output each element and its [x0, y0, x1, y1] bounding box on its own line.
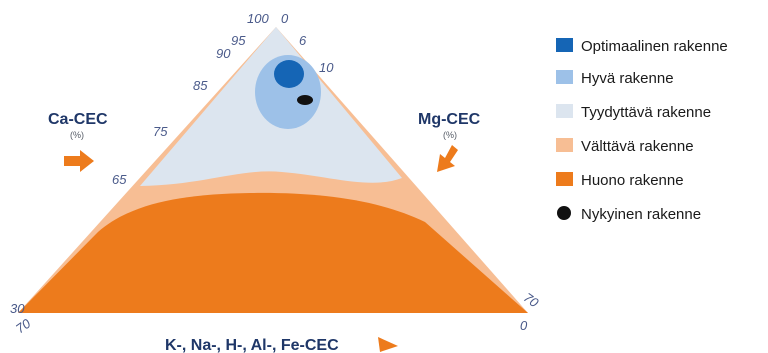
ca-cec-title: Ca-CEC — [48, 111, 108, 128]
tick-left-85: 85 — [193, 78, 208, 93]
legend-label-valttava: Välttävä rakenne — [581, 138, 694, 155]
tick-left-100: 100 — [247, 11, 269, 26]
tick-bottom-left-70: 70 — [13, 315, 34, 336]
tick-left-65: 65 — [112, 172, 127, 187]
base-cec-arrow — [378, 337, 398, 352]
mg-cec-arrow — [437, 145, 458, 172]
legend-label-optimaalinen: Optimaalinen rakenne — [581, 38, 728, 55]
ca-cec-arrow — [64, 150, 94, 172]
legend: Optimaalinen rakenne Hyvä rakenne Tyydyt… — [556, 38, 728, 223]
tick-bottom-left-30: 30 — [10, 301, 25, 316]
tick-left-95: 95 — [231, 33, 246, 48]
tick-bottom-right-0: 0 — [520, 318, 528, 333]
mg-cec-title: Mg-CEC — [418, 111, 481, 128]
tick-bottom-right-70: 70 — [521, 290, 542, 311]
tick-left-75: 75 — [153, 124, 168, 139]
tick-left-90: 90 — [216, 46, 231, 61]
tick-right-10: 10 — [319, 60, 334, 75]
legend-swatch-huono — [556, 172, 573, 186]
legend-label-huono: Huono rakenne — [581, 172, 684, 189]
legend-swatch-optimaalinen — [556, 38, 573, 52]
ca-cec-unit: (%) — [70, 130, 84, 140]
zone-huono — [18, 192, 528, 313]
base-cec-title: K-, Na-, H-, Al-, Fe-CEC — [165, 337, 339, 353]
legend-label-hyva: Hyvä rakenne — [581, 70, 674, 87]
legend-label-tyydyttava: Tyydyttävä rakenne — [581, 104, 711, 121]
legend-swatch-tyydyttava — [556, 104, 573, 118]
legend-label-nykyinen: Nykyinen rakenne — [581, 206, 701, 223]
tick-right-0: 0 — [281, 11, 289, 26]
zone-optimaalinen — [274, 60, 304, 88]
legend-swatch-nykyinen — [557, 206, 571, 220]
zone-hyva — [255, 55, 321, 129]
mg-cec-unit: (%) — [443, 130, 457, 140]
tick-right-6: 6 — [299, 33, 307, 48]
legend-swatch-hyva — [556, 70, 573, 84]
current-structure-marker — [297, 95, 313, 105]
legend-swatch-valttava — [556, 138, 573, 152]
